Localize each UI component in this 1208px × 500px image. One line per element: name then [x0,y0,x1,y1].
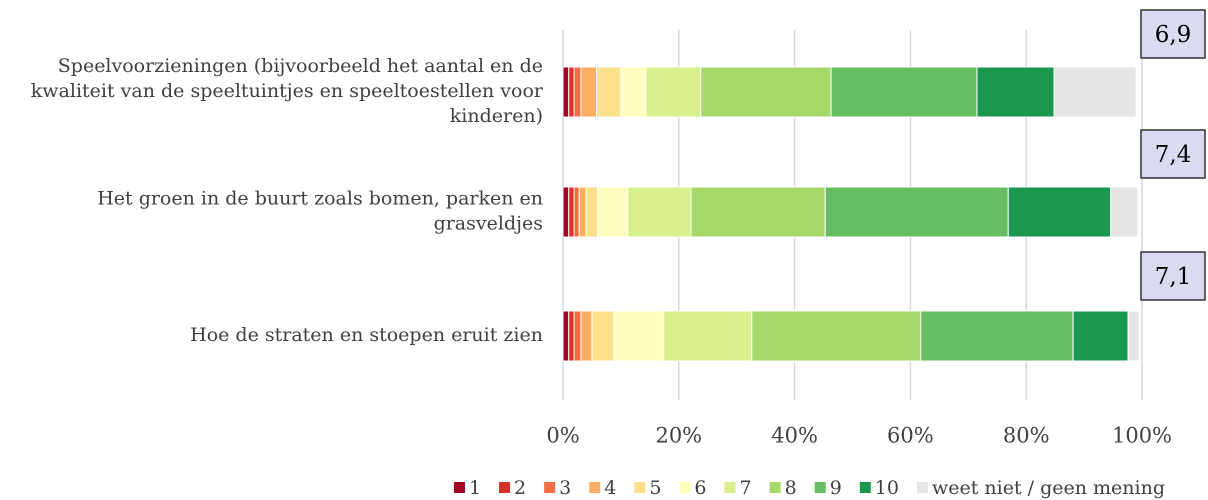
legend-swatch [544,482,556,493]
legend-label: 8 [785,477,797,499]
category-label: Hoe de straten en stoepen eruit zien [190,324,543,346]
score-box [1140,9,1206,59]
x-tick-label: 100% [1112,424,1172,448]
bar-segment [562,310,570,362]
bar-segment [597,186,629,238]
bar-segment [663,310,753,362]
legend-item: 9 [814,477,842,499]
bar-segment [700,66,832,118]
bar-segment [824,186,1009,238]
score-label: 6,9 [1155,22,1192,48]
legend-swatch [769,482,781,493]
bar-segment [920,310,1074,362]
bar-segment [591,310,615,362]
legend-swatch [916,482,928,493]
bar-segment [1110,186,1139,238]
bar-segment [627,186,692,238]
x-tick-label: 40% [771,424,818,448]
bar-segment [751,310,922,362]
bar-segment [976,66,1055,118]
x-tick-label: 80% [1003,424,1050,448]
legend-item: 3 [544,477,571,499]
legend-item: 1 [453,477,481,499]
legend-swatch [453,482,465,493]
bar-segment [562,186,570,238]
bar-segment [645,66,702,118]
bar-segment [578,186,587,238]
legend-item: weet niet / geen mening [916,477,1165,499]
legend-item: 8 [769,477,797,499]
bar-segment [620,66,647,118]
legend-item: 5 [634,477,661,499]
legend-swatch [499,482,511,493]
bar-segment [1053,66,1137,118]
bar-segment [568,186,575,238]
legend-label: 2 [514,477,526,499]
x-tick-label: 20% [655,424,702,448]
bar-segment [585,186,599,238]
bar-segment [573,186,580,238]
bar-segment [690,186,826,238]
legend-swatch [814,482,826,493]
legend-label: 9 [830,477,842,499]
legend-label: 10 [875,477,899,499]
bar-segment [1072,310,1129,362]
bar-segment [580,66,598,118]
bar-segment [573,66,582,118]
legend-label: weet niet / geen mening [932,477,1165,499]
bar-segment [568,310,575,362]
score-label: 7,1 [1155,264,1192,290]
legend-item: 10 [859,477,899,499]
bar-segment [573,310,582,362]
legend-label: 5 [649,477,661,499]
bar-segment [596,66,622,118]
legend-item: 4 [589,477,616,499]
legend-label: 1 [469,477,481,499]
category-label: Het groen in de buurt zoals bomen, parke… [97,188,543,235]
x-tick-label: 0% [546,424,579,448]
legend-swatch [589,482,601,493]
legend-swatch [724,482,736,493]
legend-swatch [679,482,691,493]
legend-swatch [634,482,646,493]
score-box [1140,129,1206,179]
legend-label: 4 [604,477,616,499]
bar-segment [1007,186,1112,238]
score-label: 7,4 [1155,142,1192,168]
legend-label: 7 [740,477,752,499]
score-box [1140,251,1206,301]
legend-label: 3 [559,477,571,499]
legend-item: 2 [499,477,526,499]
legend-label: 6 [694,477,706,499]
bar-segment [568,66,575,118]
legend-item: 7 [724,477,752,499]
x-tick-label: 60% [887,424,934,448]
bar-segment [562,66,570,118]
category-label: Speelvoorzieningen (bijvoorbeeld het aan… [31,55,544,127]
legend-item: 6 [679,477,707,499]
bar-segment [830,66,978,118]
legend-swatch [859,482,871,493]
bar-segment [580,310,593,362]
bar-segment [1127,310,1140,362]
bar-segment [613,310,665,362]
